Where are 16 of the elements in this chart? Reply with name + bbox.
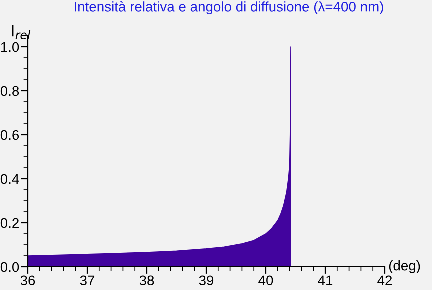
x-tick-label: 36 — [20, 276, 36, 286]
y-tick-label: 0.4 — [0, 174, 20, 184]
x-tick-label: 42 — [378, 276, 392, 286]
y-tick-label: 0.6 — [0, 130, 20, 140]
x-tick-label: 41 — [318, 276, 333, 286]
y-tick-label: 0.2 — [0, 218, 19, 228]
y-tick-label: 1.0 — [1, 42, 20, 52]
x-tick-label: 38 — [140, 276, 154, 286]
y-axis-title: I$_{rel}$ — [12, 25, 31, 40]
x-tick-label: 37 — [80, 276, 95, 286]
chart-title: Intensità relativa e angolo di diffusione (λ=400 nm) — [74, 1, 384, 15]
x-tick-label: 40 — [258, 276, 274, 286]
y-tick-label: 0.8 — [0, 86, 20, 96]
x-tick-label: 39 — [199, 276, 214, 286]
x-axis-title: (deg) — [389, 260, 420, 274]
y-tick-label: 0.0 — [0, 262, 20, 272]
